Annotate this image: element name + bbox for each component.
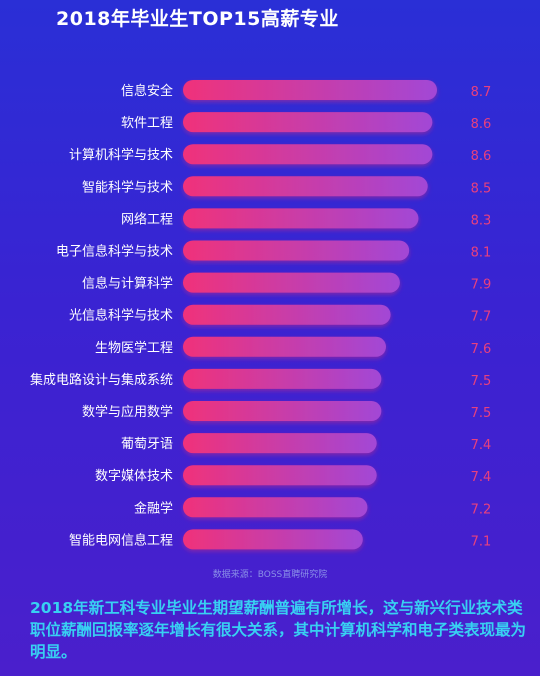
category-label: 网络工程	[121, 211, 173, 227]
category-label: 葡萄牙语	[121, 437, 173, 452]
bar	[183, 112, 433, 133]
data-source: 数据来源：BOSS直聘研究院	[212, 570, 328, 580]
value-label: 8.7	[471, 85, 492, 100]
summary-text: 2018年新工科专业毕业生期望薪酬普遍有所增长，这与新兴行业技术类职位薪酬回报率…	[30, 599, 527, 661]
category-label: 电子信息科学与技术	[56, 244, 173, 260]
value-label: 8.5	[471, 181, 492, 196]
value-label: 7.5	[471, 374, 492, 389]
value-label: 7.2	[471, 502, 492, 517]
bar	[183, 433, 377, 454]
bar	[183, 176, 428, 197]
category-label: 金融学	[134, 500, 173, 516]
bar	[183, 304, 391, 325]
bar	[183, 144, 433, 165]
bar	[183, 465, 377, 486]
bar	[183, 240, 410, 261]
bar-chart: 信息安全 8.7 软件工程 8.6 计算机科学与技术 8.6 智能科学与技术 8.5 网络工程 8…	[30, 80, 492, 550]
value-label: 8.6	[471, 149, 492, 164]
value-label: 8.6	[471, 117, 492, 132]
bar	[183, 208, 419, 229]
category-label: 软件工程	[121, 116, 173, 131]
category-label: 智能科学与技术	[82, 179, 173, 195]
value-label: 8.3	[471, 213, 492, 228]
category-label: 数字媒体技术	[95, 469, 173, 484]
bar	[183, 80, 437, 100]
category-label: 信息与计算科学	[82, 276, 173, 292]
bar	[183, 272, 400, 293]
value-label: 8.1	[471, 246, 492, 261]
category-label: 生物医学工程	[95, 340, 173, 356]
bar	[183, 336, 386, 357]
category-label: 智能电网信息工程	[69, 532, 173, 548]
category-label: 数学与应用数学	[82, 404, 173, 420]
bar	[183, 401, 382, 421]
bar	[183, 497, 368, 518]
value-label: 7.1	[471, 534, 492, 549]
bar	[183, 368, 382, 389]
value-label: 7.4	[471, 438, 492, 453]
category-label: 信息安全	[121, 83, 173, 99]
bar	[183, 529, 363, 550]
category-label: 计算机科学与技术	[69, 147, 173, 163]
value-label: 7.4	[471, 470, 492, 485]
value-label: 7.7	[471, 310, 492, 325]
chart-title: 2018年毕业生TOP15高薪专业	[56, 8, 339, 30]
value-label: 7.9	[471, 278, 492, 293]
category-label: 光信息科学与技术	[69, 308, 173, 324]
category-label: 集成电路设计与集成系统	[30, 372, 173, 388]
value-label: 7.5	[471, 406, 492, 421]
value-label: 7.6	[471, 342, 492, 357]
